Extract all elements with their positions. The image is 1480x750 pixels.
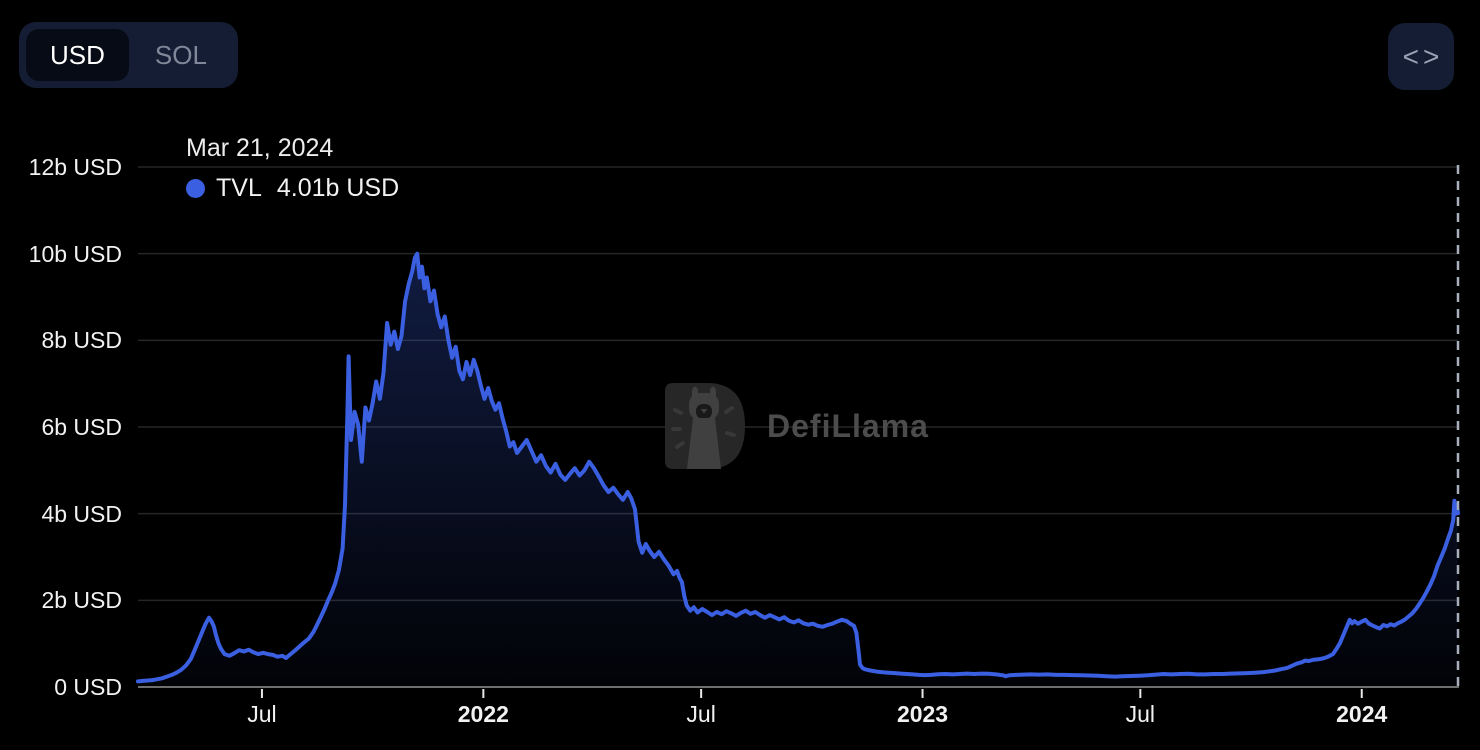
currency-toggle: USD SOL xyxy=(19,22,238,88)
tooltip-series-row: TVL 4.01b USD xyxy=(186,174,399,203)
defillama-logo-icon xyxy=(665,383,745,469)
tooltip-series-value: 4.01b USD xyxy=(276,174,400,202)
code-icon: <> xyxy=(1402,40,1444,72)
tvl-line[interactable] xyxy=(136,251,1460,684)
tooltip-series-name: TVL xyxy=(216,174,262,202)
tvl-series-dot-icon xyxy=(186,179,205,198)
tvl-area xyxy=(138,253,1458,687)
tooltip-date: Mar 21, 2024 xyxy=(186,134,334,162)
currency-option-sol[interactable]: SOL xyxy=(131,29,231,81)
chart-tooltip: Mar 21, 2024 TVL 4.01b USD xyxy=(186,133,399,203)
currency-option-usd[interactable]: USD xyxy=(26,29,129,81)
watermark-text: DefiLlama xyxy=(767,407,929,444)
embed-code-button[interactable]: <> xyxy=(1388,23,1454,90)
defillama-watermark: DefiLlama xyxy=(663,381,929,471)
